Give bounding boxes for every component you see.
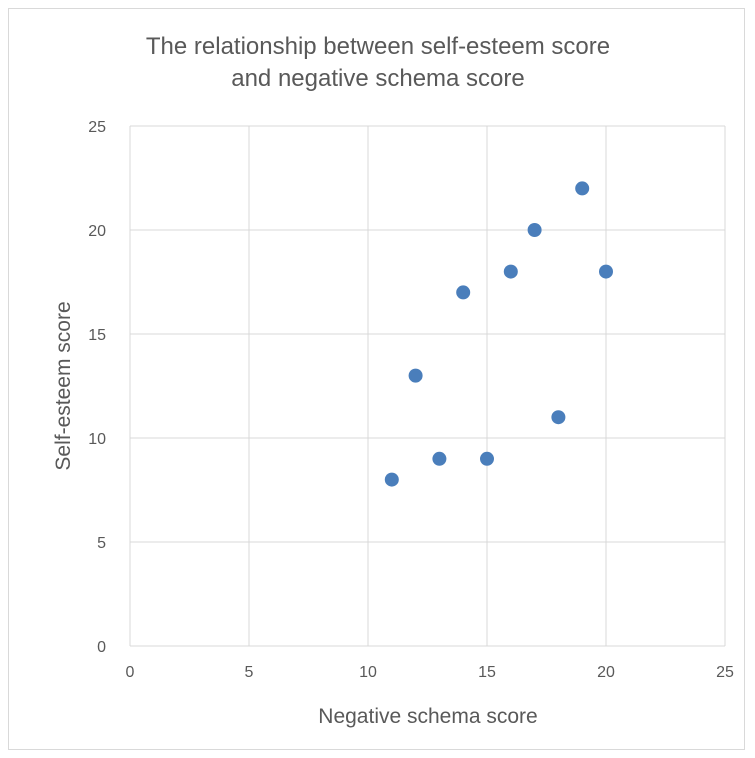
data-point [503,264,518,279]
x-tick-label: 10 [359,664,377,681]
data-point [575,181,590,196]
data-point [456,285,471,300]
chart-title-line-1: The relationship between self-esteem sco… [146,33,610,60]
x-tick-label: 25 [716,664,734,681]
x-axis-title: Negative schema score [318,705,537,728]
y-tick-label: 15 [88,327,106,344]
x-tick-label: 0 [126,664,135,681]
y-tick-label: 25 [88,119,106,136]
x-tick-label: 5 [245,664,254,681]
data-point [480,451,494,466]
y-axis-title: Self-esteem score [52,301,75,470]
data-points [384,181,613,487]
chart-frame [8,8,745,750]
tick-labels: 0 5 10 15 20 25 0 5 10 15 20 25 [88,119,734,681]
x-tick-label: 15 [478,664,496,681]
data-point [551,410,566,425]
y-tick-label: 0 [97,639,106,656]
y-tick-label: 10 [88,431,106,448]
y-tick-label: 5 [97,535,106,552]
data-point [599,264,613,279]
data-point [432,451,447,466]
data-point [527,223,542,237]
data-point [384,472,399,487]
data-point [408,368,423,383]
chart-title-line-2: and negative schema score [231,65,525,92]
y-tick-label: 20 [88,223,106,240]
gridlines [129,125,726,647]
x-tick-label: 20 [597,664,615,681]
